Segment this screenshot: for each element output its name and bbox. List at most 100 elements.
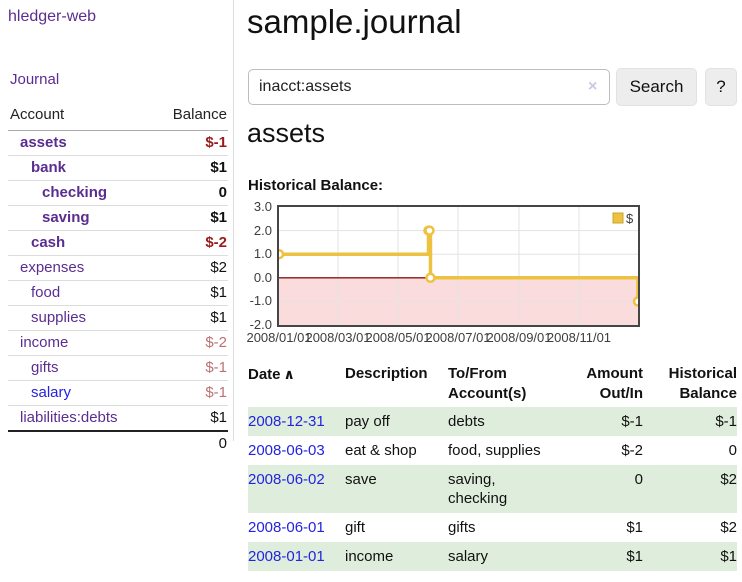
register-row: 2008-12-31 pay off debts $-1 $-1 <box>248 407 737 436</box>
transaction-accounts: saving, checking <box>448 471 508 507</box>
help-button[interactable]: ? <box>705 68 737 106</box>
account-row: gifts $-1 <box>8 355 228 381</box>
account-row: food $1 <box>8 280 228 306</box>
sidebar-item-journal[interactable]: Journal <box>10 71 60 88</box>
description-column-header: Description <box>345 365 428 382</box>
app-brand-link[interactable]: hledger-web <box>8 8 97 25</box>
x-tick-label: 2008/11/01 <box>546 330 612 345</box>
account-balance: $-1 <box>205 384 227 401</box>
chart-plot-area: $ <box>273 205 644 327</box>
account-link[interactable]: assets <box>20 134 67 151</box>
transaction-amount: 0 <box>634 471 643 488</box>
transaction-description: gift <box>345 519 366 536</box>
transaction-balance: $1 <box>720 548 737 565</box>
x-tick-label: 2008/03/01 <box>305 330 371 345</box>
account-row: expenses $2 <box>8 255 228 281</box>
date-header-label: Date <box>248 366 281 383</box>
account-column-header: Account <box>8 102 153 131</box>
transaction-amount: $-1 <box>621 413 643 430</box>
accounts-table: Account Balance assets $-1 bank $1 checking 0… <box>8 102 228 456</box>
register-row: 2008-06-02 save saving, checking 0 $2 <box>248 465 737 513</box>
y-tick-label: 1.0 <box>253 246 272 262</box>
transaction-accounts: food, supplies <box>448 442 541 459</box>
account-balance: $1 <box>210 409 227 426</box>
account-balance: $2 <box>210 259 227 276</box>
register-row: 2008-06-03 eat & shop food, supplies $-2 0 <box>248 436 737 465</box>
register-row: 2008-01-01 income salary $1 $1 <box>248 542 737 571</box>
transaction-balance: 0 <box>728 442 737 459</box>
historical-balance-chart: $ 3.0 2.0 1.0 0.0 -1.0 -2.0 2008/01/01 2008/03/… <box>242 200 682 350</box>
transaction-description: pay off <box>345 413 390 430</box>
transaction-amount: $1 <box>626 519 643 536</box>
transaction-date-link[interactable]: 2008-06-03 <box>248 442 325 459</box>
search-input[interactable] <box>248 69 610 105</box>
x-tick-label: 2008/07/01 <box>425 330 491 345</box>
account-heading: assets <box>247 118 326 148</box>
transaction-amount: $-2 <box>621 442 643 459</box>
account-row: bank $1 <box>8 155 228 181</box>
account-link[interactable]: food <box>31 284 61 301</box>
account-link[interactable]: liabilities:debts <box>20 409 118 426</box>
account-balance: $1 <box>210 209 227 226</box>
sidebar: hledger-web Journal Account Balance asse… <box>0 0 234 456</box>
transaction-accounts: gifts <box>448 519 476 536</box>
x-tick-label: 2008/09/01 <box>486 330 552 345</box>
transaction-description: eat & shop <box>345 442 417 459</box>
account-row: assets $-1 <box>8 130 228 156</box>
account-link[interactable]: income <box>20 334 69 351</box>
y-tick-label: -1.0 <box>249 293 272 309</box>
account-link[interactable]: expenses <box>20 259 85 276</box>
amount-column-header: Amount Out/In <box>586 365 643 402</box>
search-button[interactable]: Search <box>616 68 697 106</box>
y-tick-label: -2.0 <box>249 317 272 332</box>
account-balance: $-1 <box>205 359 227 376</box>
account-link[interactable]: supplies <box>31 309 87 326</box>
sort-asc-icon: ∧ <box>283 366 295 382</box>
chart-canvas: $ <box>273 207 644 325</box>
account-link[interactable]: saving <box>42 209 90 226</box>
x-tick-label: 2008/05/01 <box>365 330 431 345</box>
account-link[interactable]: bank <box>31 159 67 176</box>
account-row: income $-2 <box>8 330 228 356</box>
y-tick-label: 0.0 <box>253 269 272 285</box>
transaction-date-link[interactable]: 2008-01-01 <box>248 548 325 565</box>
account-link[interactable]: cash <box>31 234 66 251</box>
accounts-total-balance: 0 <box>152 430 228 456</box>
transaction-balance: $-1 <box>715 413 737 430</box>
account-balance: $1 <box>210 309 227 326</box>
account-row: checking 0 <box>8 180 228 206</box>
legend-label: $ <box>626 211 634 226</box>
accounts-column-header: To/From Account(s) <box>448 365 527 402</box>
account-balance: $-2 <box>205 334 227 351</box>
transaction-balance: $2 <box>720 519 737 536</box>
account-balance: $-1 <box>205 134 227 151</box>
clear-search-icon[interactable]: × <box>588 78 598 95</box>
account-link[interactable]: gifts <box>31 359 59 376</box>
register-header-row: Date ∧ Description To/From Account(s) Amo… <box>248 361 737 407</box>
accounts-table-header: Account Balance <box>8 102 228 131</box>
transaction-date-link[interactable]: 2008-12-31 <box>248 413 325 430</box>
transaction-description: income <box>345 548 394 565</box>
transaction-balance: $2 <box>720 471 737 488</box>
chart-section-label: Historical Balance: <box>248 177 384 194</box>
x-tick-label: 2008/01/01 <box>246 330 312 345</box>
account-row: supplies $1 <box>8 305 228 331</box>
page-title: sample.journal <box>247 3 462 40</box>
account-link[interactable]: checking <box>42 184 108 201</box>
y-tick-label: 2.0 <box>253 222 272 238</box>
account-balance: $1 <box>210 159 227 176</box>
transaction-accounts: debts <box>448 413 485 430</box>
account-link[interactable]: salary <box>31 384 72 401</box>
y-tick-label: 3.0 <box>253 199 272 214</box>
transaction-date-link[interactable]: 2008-06-01 <box>248 519 325 536</box>
account-balance: $1 <box>210 284 227 301</box>
balance-column-header: Balance <box>152 102 228 131</box>
register-row: 2008-06-01 gift gifts $1 $2 <box>248 513 737 542</box>
account-row: liabilities:debts $1 <box>8 405 228 432</box>
transaction-date-link[interactable]: 2008-06-02 <box>248 471 325 488</box>
date-column-header[interactable]: Date ∧ <box>248 361 345 407</box>
transaction-amount: $1 <box>626 548 643 565</box>
register-table: Date ∧ Description To/From Account(s) Amo… <box>248 361 737 571</box>
account-balance: 0 <box>218 184 227 201</box>
